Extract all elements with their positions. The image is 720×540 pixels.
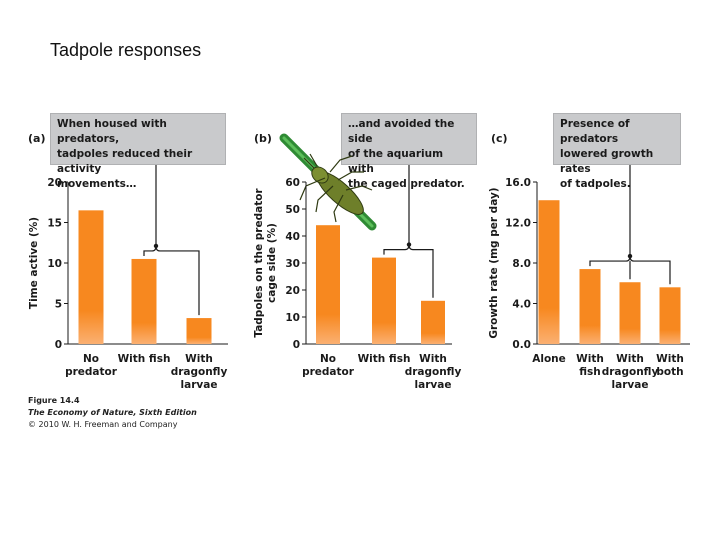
callout-a-line-2: tadpoles reduced their activity [57,148,193,175]
chart-b-bar [316,225,340,344]
callout-b-line-3: the caged predator. [348,178,465,190]
chart-b-y-tick-label: 30 [285,258,300,270]
chart-c-category-label: larvae [612,379,649,391]
chart-c-bar [579,269,601,344]
chart-c-bar [619,282,641,344]
dragonfly-larva-illustration [279,133,377,231]
chart-c-category-label: With [616,353,644,365]
chart-b-category-label: With fish [358,353,411,365]
slide-title: Tadpole responses [50,40,202,60]
callout-b-line-2: of the aquarium with [348,148,444,175]
chart-b-category-label: No [320,353,336,365]
chart-b-category-label: dragonfly [405,366,462,378]
callout-c-line-1: Presence of predators [560,118,630,145]
panel-c-letter: (c) [491,132,508,145]
chart-c-category-label: fish [579,366,601,378]
callout-panel-a: When housed with predators, tadpoles red… [50,113,226,190]
callout-c-line-2: lowered growth rates [560,148,654,175]
credit-figure: Figure 14.4 [28,396,80,405]
chart-a-y-tick-label: 0 [55,339,62,351]
chart-c-y-tick-label: 12.0 [505,218,531,230]
chart-c-category-label: both [656,366,683,378]
chart-a-y-tick-label: 15 [47,218,62,230]
callout-a-line-1: When housed with predators, [57,118,167,145]
chart-c-category-label: Alone [532,353,566,365]
chart-b-y-tick-label: 0 [293,339,300,351]
credit-book: The Economy of Nature, Sixth Edition [28,408,197,417]
chart-b-y-tick-label: 50 [285,204,300,216]
chart-b-y-tick-label: 20 [285,285,300,297]
chart-a-category-label: No [83,353,99,365]
chart-c-y-tick-label: 16.0 [505,177,531,189]
chart-a-category-label: With [185,353,213,365]
callout-panel-b: …and avoided the side of the aquarium wi… [341,113,477,190]
chart-c-y-tick-label: 8.0 [512,258,531,270]
callout-panel-c: Presence of predators lowered growth rat… [553,113,681,190]
chart-c-y-tick-label: 0.0 [512,339,531,351]
chart-c-category-label: With [576,353,604,365]
chart-a-bar [78,210,104,344]
chart-b-category-label: predator [302,366,355,378]
chart-c-bar [538,200,560,344]
callout-b-line-1: …and avoided the side [348,118,455,145]
chart-b-y-tick-label: 60 [285,177,300,189]
chart-b-callout-dot [406,242,412,247]
chart-a-category-label: With fish [118,353,171,365]
chart-a-y-tick-label: 5 [55,299,62,311]
chart-c-y-axis-label: Growth rate (mg per day) [488,187,500,338]
chart-a-bar [186,318,212,344]
chart-b-y-axis-label: Tadpoles on the predator [253,188,265,338]
chart-a-category-label: predator [65,366,118,378]
chart-a-y-axis-label: Time active (%) [28,217,40,309]
chart-b-bar [421,300,445,344]
panel-a-letter: (a) [28,132,46,145]
chart-c-category-label: With [656,353,684,365]
chart-b-y-tick-label: 10 [285,312,300,324]
chart-a-y-tick-label: 10 [47,258,62,270]
chart-b-category-label: With [419,353,447,365]
chart-c-category-label: dragonfly [602,366,659,378]
panel-b-letter: (b) [254,132,272,145]
callout-c-line-3: of tadpoles. [560,178,631,190]
chart-b-bar [372,257,396,344]
chart-b-y-axis-label: cage side (%) [266,223,278,303]
chart-c-y-tick-label: 4.0 [512,299,531,311]
chart-a-bar [131,258,157,344]
chart-a-category-label: dragonfly [171,366,228,378]
callout-a-line-3: movements… [57,178,137,190]
chart-b-category-label: larvae [415,379,452,391]
chart-b-y-tick-label: 40 [285,231,300,243]
chart-c-bar [659,287,681,344]
chart-c-callout-dot [627,253,633,259]
chart-a-y-tick-label: 20 [47,177,62,189]
credit-copyright: © 2010 W. H. Freeman and Company [28,420,178,429]
chart-a-callout-dot [153,243,159,249]
chart-a-category-label: larvae [181,379,218,391]
